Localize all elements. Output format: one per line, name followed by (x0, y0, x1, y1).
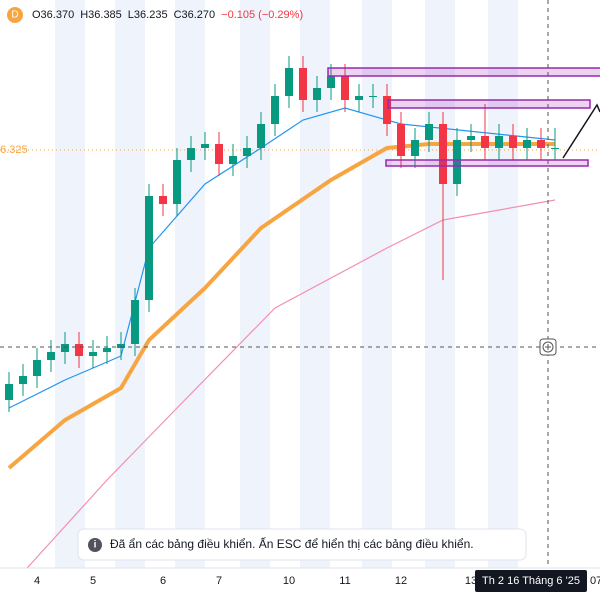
candle-body (47, 352, 55, 360)
x-tick-label: 07 (590, 575, 600, 587)
legend-value: −0.105 (−0.29%) (221, 9, 303, 21)
x-tick-label: 4 (34, 575, 40, 587)
candle-body (299, 68, 307, 100)
x-tick-label: 12 (395, 575, 407, 587)
candle-body (495, 136, 503, 148)
toast-text: Đã ẩn các bảng điều khiển. Ấn ESC để hiể… (110, 536, 474, 551)
candle-body (257, 124, 265, 148)
candle-body (411, 140, 419, 156)
date-badge (475, 570, 587, 592)
x-tick-label: 11 (339, 575, 350, 587)
x-tick-label: 6 (160, 575, 166, 587)
candle-body (355, 96, 363, 100)
candle-body (19, 376, 27, 384)
legend-value: O36.370 (32, 9, 74, 21)
candle-body (537, 140, 545, 148)
candle-body (159, 196, 167, 204)
candle-body (61, 344, 69, 352)
legend-value: C36.270 (174, 9, 216, 21)
candle-body (229, 156, 237, 164)
svg-text:i: i (94, 540, 97, 551)
candle-body (271, 96, 279, 124)
candle-body (509, 136, 517, 148)
candle-body (481, 136, 489, 148)
candle-body (75, 344, 83, 356)
legend-value: L36.235 (128, 9, 168, 21)
candle-body (201, 144, 209, 148)
candle-body (103, 348, 111, 352)
candle-body (369, 96, 377, 97)
candle-body (439, 124, 447, 184)
candle-body (397, 124, 405, 156)
x-tick-label: 7 (216, 575, 222, 587)
legend-header: D O36.370 H36.385 L36.235 C36.270 −0.105 (−0… (7, 7, 303, 23)
candle-body (131, 300, 139, 344)
candle-body (383, 96, 391, 124)
candle-body (551, 148, 559, 149)
candle-body (327, 76, 335, 88)
interval: D (11, 10, 18, 21)
candle-body (523, 140, 531, 148)
session-bands (55, 0, 518, 568)
candle-body (89, 352, 97, 356)
candle-body (5, 384, 13, 400)
toast: i Đã ẩn các bảng điều khiển. Ấn ESC để h… (77, 528, 527, 561)
x-tick-label: 13 (465, 575, 477, 587)
x-tick-label: 5 (90, 575, 96, 587)
candle-body (117, 344, 125, 348)
price-line-label: 36.325 (0, 144, 28, 156)
ma-line (8, 107, 556, 409)
legend-value: H36.385 (80, 9, 122, 21)
candle-body (453, 140, 461, 184)
candle-body (425, 124, 433, 140)
candle-body (313, 88, 321, 100)
candle-body (341, 76, 349, 100)
interval-badge (7, 7, 23, 23)
candle-body (215, 144, 223, 164)
candle-body (285, 68, 293, 96)
candle-body (33, 360, 41, 376)
crosshair-add[interactable] (539, 338, 557, 356)
candle-body (173, 160, 181, 204)
candle-body (243, 148, 251, 156)
ma-line (7, 142, 555, 470)
candle-body (145, 196, 153, 300)
candle-body (467, 136, 475, 140)
x-tick-label: 10 (283, 575, 295, 587)
drawings (327, 67, 600, 167)
date-badge-text: Th 2 16 Tháng 6 '25 (482, 575, 580, 587)
candle-body (187, 148, 195, 160)
